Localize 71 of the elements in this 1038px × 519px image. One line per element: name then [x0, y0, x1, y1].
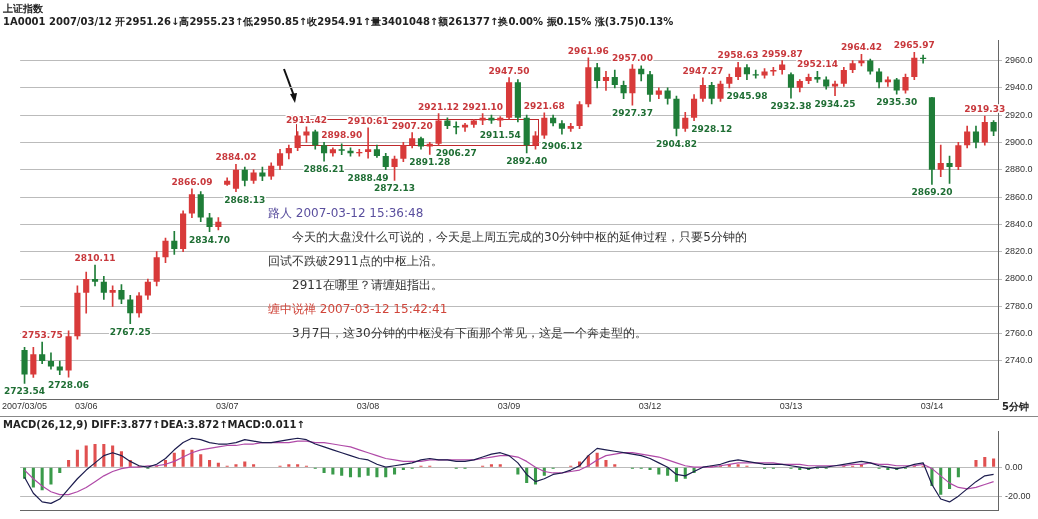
annotation: 2898.90: [321, 130, 363, 141]
annotation: 2753.75: [21, 330, 63, 341]
x-tick-label: 03/13: [779, 401, 803, 412]
y-tick-label: 2820.0: [1005, 246, 1033, 257]
annotation: 2866.09: [171, 176, 213, 187]
chart-title: MACD(26,12,9) DIFF:3.877↑DEA:3.872↑MACD:0.011↑: [3, 419, 305, 430]
annotation: 2958.63: [717, 50, 759, 61]
y-tick-label: 2960.0: [1005, 54, 1033, 65]
annotation: 2891.28: [409, 157, 451, 168]
y-tick-label: 2900.0: [1005, 136, 1033, 147]
y-tick-label: -20.00: [1005, 490, 1031, 501]
annotation: 缠中说禅 2007-03-12 15:42:41: [268, 301, 448, 318]
y-tick-label: 2840.0: [1005, 218, 1033, 229]
chart-title: 上证指数: [3, 2, 43, 16]
annotation: 2911.54: [479, 129, 521, 140]
annotation: 2834.70: [189, 234, 231, 245]
y-tick-label: 2880.0: [1005, 164, 1033, 175]
annotation: 2723.54: [4, 386, 46, 397]
annotation: 2911在哪里？请缠姐指出。: [292, 277, 443, 294]
x-tick-label: 03/14: [920, 401, 944, 412]
annotation: 今天的大盘没什么可说的，今天是上周五完成的30分钟中枢的延伸过程，只要5分钟的: [292, 229, 747, 246]
annotation: 2886.21: [303, 164, 345, 175]
annotation: 2947.27: [682, 65, 724, 76]
y-tick-label: 2780.0: [1005, 300, 1033, 311]
annotation: 2888.49: [347, 172, 389, 183]
annotation: 2767.25: [109, 326, 151, 337]
annotation: 2957.00: [611, 52, 653, 63]
annotation: 2935.30: [876, 97, 918, 108]
y-tick-label: 2920.0: [1005, 109, 1033, 120]
y-tick-label: 2760.0: [1005, 328, 1033, 339]
annotation: 2872.13: [374, 183, 416, 194]
annotation: 2927.37: [611, 108, 653, 119]
annotation: 2728.06: [48, 380, 90, 391]
annotation: 2934.25: [814, 98, 856, 109]
annotation: 2868.13: [224, 194, 266, 205]
annotation: 2892.40: [506, 155, 548, 166]
annotation: 2932.38: [770, 101, 812, 112]
annotation: 2906.27: [435, 148, 477, 159]
y-tick-label: 2860.0: [1005, 191, 1033, 202]
annotation: 2947.50: [488, 65, 530, 76]
annotation: 2869.20: [911, 187, 953, 198]
annotation: 3月7日，这30分钟的中枢没有下面那个常见，这是一个奔走型的。: [292, 325, 647, 342]
x-tick-label: 03/08: [356, 401, 380, 412]
annotation: 2904.82: [655, 138, 697, 149]
annotation: 2906.12: [541, 141, 583, 152]
annotation: 2907.20: [391, 120, 433, 131]
annotation: 2884.02: [215, 152, 257, 163]
annotation: 2959.87: [761, 48, 803, 59]
annotation: 2810.11: [74, 253, 116, 264]
x-tick-label: 03/06: [74, 401, 98, 412]
annotation: 路人 2007-03-12 15:36:48: [268, 205, 424, 222]
annotation: 2921.68: [523, 100, 565, 111]
x-tick-label: 03/12: [638, 401, 662, 412]
annotation: 2965.97: [893, 40, 935, 51]
annotation: 2952.14: [796, 59, 838, 70]
y-tick-label: 2800.0: [1005, 273, 1033, 284]
y-tick-label: 0.00: [1005, 461, 1023, 472]
x-tick-label: 03/09: [497, 401, 521, 412]
y-tick-label: 2940.0: [1005, 82, 1033, 93]
annotation: 2928.12: [691, 123, 733, 134]
annotation: 回试不跌破2911点的中枢上沿。: [268, 253, 443, 270]
annotation: 2921.10: [462, 101, 504, 112]
x-tick-label: 03/07: [215, 401, 239, 412]
annotation: 2945.98: [726, 90, 768, 101]
y-tick-label: 2740.0: [1005, 355, 1033, 366]
x-axis-title: 5分钟: [1002, 400, 1029, 414]
x-tick-label: 2007/03/05: [2, 401, 48, 412]
annotation: 2964.42: [840, 42, 882, 53]
annotation: 2961.96: [567, 45, 609, 56]
annotation: 2921.12: [418, 101, 460, 112]
chart-subtitle: 1A0001 2007/03/12 开2951.26↓高2955.23↑低2950.85↑收2954.91↑量3401048↑额261377↑换0.00% 振0.15% 涨(3.75)0.13%: [3, 15, 674, 29]
